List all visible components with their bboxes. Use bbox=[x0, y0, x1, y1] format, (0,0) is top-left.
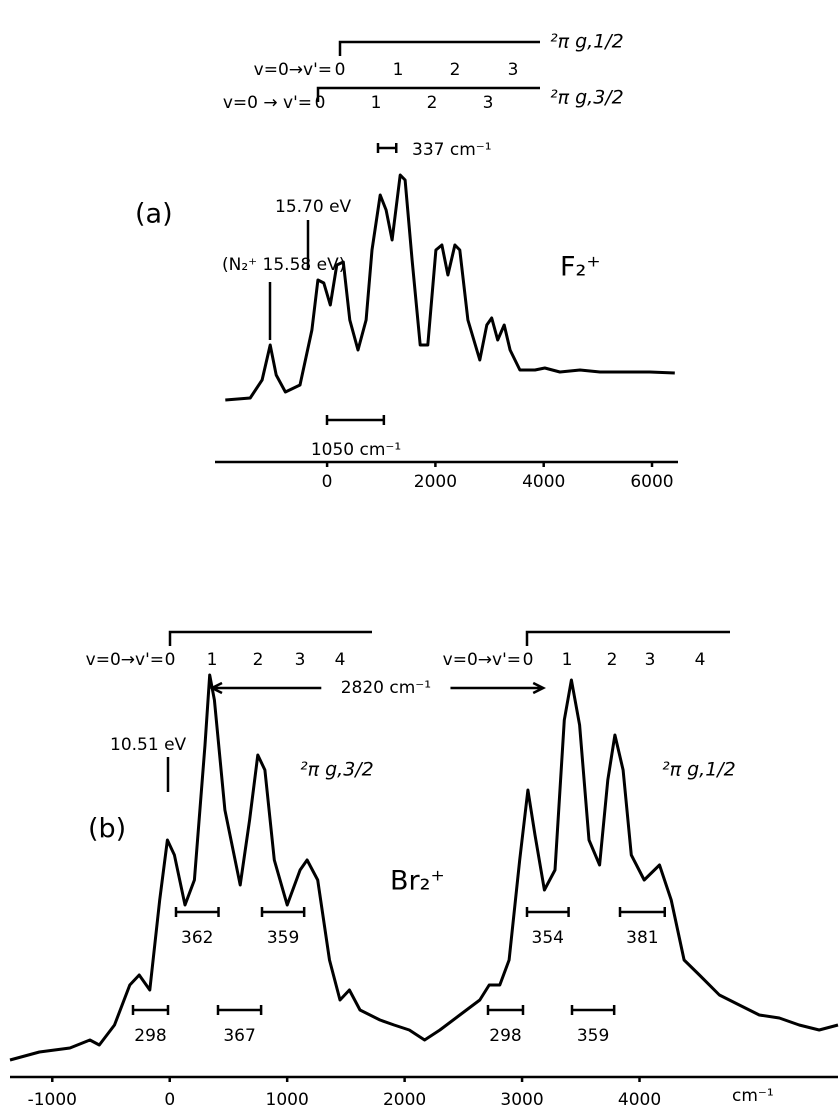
state-label: ²π g,3/2 bbox=[550, 87, 624, 109]
x-tick-label: 0 bbox=[164, 1090, 175, 1110]
level: 0 bbox=[315, 93, 326, 113]
panel-label: (b) bbox=[88, 814, 126, 845]
level: 0 bbox=[335, 60, 346, 80]
annotation: (N₂⁺ 15.58 eV) bbox=[222, 255, 345, 275]
progression-ladder bbox=[525, 630, 730, 646]
interval-label: 298 bbox=[489, 1026, 521, 1046]
interval-bracket bbox=[174, 907, 220, 917]
progression-prefix: v=0→v'= bbox=[254, 60, 332, 80]
level: 2 bbox=[427, 93, 438, 113]
level: 3 bbox=[645, 650, 656, 670]
panel-label: (a) bbox=[135, 199, 173, 230]
x-tick-label: 4000 bbox=[618, 1090, 661, 1110]
interval-bracket bbox=[216, 1005, 263, 1015]
level: 4 bbox=[335, 650, 346, 670]
state-label: ²π g,1/2 bbox=[550, 31, 624, 53]
interval-label: 367 bbox=[223, 1026, 255, 1046]
progression-ladder bbox=[168, 630, 372, 646]
spectrum-line bbox=[225, 173, 675, 402]
x-tick-label: 0 bbox=[322, 472, 333, 492]
species-label: F₂⁺ bbox=[560, 252, 601, 283]
spectrum-line bbox=[9, 673, 839, 1062]
interval-bracket bbox=[325, 415, 386, 425]
interval-label: 362 bbox=[181, 928, 213, 948]
interval-label: 381 bbox=[626, 928, 658, 948]
level: 2 bbox=[607, 650, 618, 670]
progression-ladder bbox=[338, 40, 540, 56]
level: 1 bbox=[562, 650, 573, 670]
interval-label: 337 cm⁻¹ bbox=[412, 140, 492, 160]
interval-bracket bbox=[570, 1005, 616, 1015]
interval-label: 359 bbox=[267, 928, 299, 948]
level: 0 bbox=[523, 650, 534, 670]
interval-label: 354 bbox=[532, 928, 564, 948]
progression-prefix: v=0 → v'= bbox=[223, 93, 312, 113]
level: 3 bbox=[508, 60, 519, 80]
level: 2 bbox=[253, 650, 264, 670]
separation-label: 2820 cm⁻¹ bbox=[341, 678, 431, 698]
interval-bracket bbox=[618, 907, 666, 917]
interval-bracket bbox=[260, 907, 306, 917]
x-tick-label: 2000 bbox=[383, 1090, 426, 1110]
level: 4 bbox=[695, 650, 706, 670]
separation-arrow bbox=[209, 681, 546, 695]
interval-bracket bbox=[376, 143, 398, 153]
x-tick-label: 3000 bbox=[500, 1090, 543, 1110]
progression-prefix: v=0→v'= bbox=[443, 650, 521, 670]
progression-ladder bbox=[316, 86, 540, 102]
level: 2 bbox=[450, 60, 461, 80]
level: 1 bbox=[207, 650, 218, 670]
x-axis-label: cm⁻¹ bbox=[732, 1086, 774, 1106]
interval-label: 1050 cm⁻¹ bbox=[311, 440, 401, 460]
interval-bracket bbox=[131, 1005, 170, 1015]
level: 3 bbox=[295, 650, 306, 670]
state-label: ²π g,3/2 bbox=[300, 759, 374, 781]
interval-label: 298 bbox=[134, 1026, 166, 1046]
level: 0 bbox=[165, 650, 176, 670]
annotation: 10.51 eV bbox=[110, 735, 187, 755]
progression-prefix: v=0→v'= bbox=[86, 650, 164, 670]
level: 1 bbox=[393, 60, 404, 80]
annotation: 15.70 eV bbox=[275, 197, 352, 217]
x-tick-label: 1000 bbox=[266, 1090, 309, 1110]
species-label: Br₂⁺ bbox=[390, 866, 445, 897]
interval-bracket bbox=[525, 907, 570, 917]
x-tick-label: 6000 bbox=[630, 472, 673, 492]
x-tick-label: 4000 bbox=[522, 472, 565, 492]
interval-label: 359 bbox=[577, 1026, 609, 1046]
state-label: ²π g,1/2 bbox=[662, 759, 736, 781]
interval-bracket bbox=[486, 1005, 525, 1015]
level: 1 bbox=[371, 93, 382, 113]
x-tick-label: -1000 bbox=[28, 1090, 77, 1110]
level: 3 bbox=[483, 93, 494, 113]
x-tick-label: 2000 bbox=[414, 472, 457, 492]
